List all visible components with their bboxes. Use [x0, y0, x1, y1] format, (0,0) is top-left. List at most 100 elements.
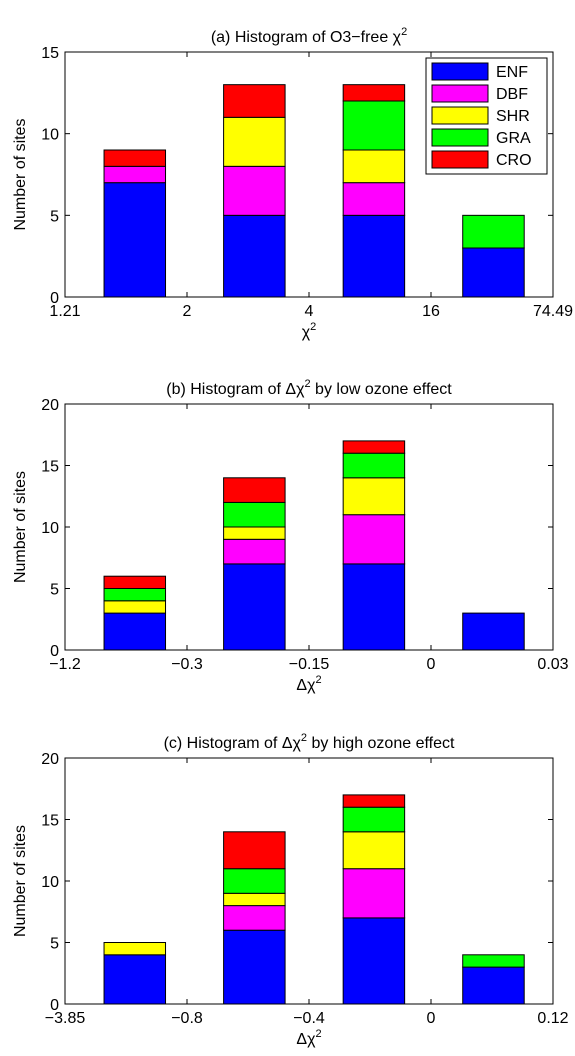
- bar-shr-bin-3: [342, 477, 406, 516]
- bar-shr-bin-1: [103, 942, 167, 956]
- y-tick-label: 5: [50, 936, 59, 953]
- chart-panel-b: 0 5 10 15 20 −1.2 −0.3 −0.15 0 0.03 (b) Histogram …: [12, 378, 569, 694]
- bar-enf-bin-4: [462, 966, 525, 1005]
- bar-dbf-bin-3: [342, 868, 406, 919]
- bar-dbf-bin-2: [223, 905, 286, 931]
- x-tick-label: 0: [427, 656, 436, 673]
- bar-cro-bin-3: [342, 440, 406, 454]
- x-tick-label: 0.12: [537, 1010, 568, 1027]
- y-axis-label: Number of sites: [12, 471, 29, 583]
- bar-enf-bin-2: [223, 214, 286, 298]
- x-tick-label: 74.49: [533, 303, 573, 320]
- x-tick-label: 0: [427, 1010, 436, 1027]
- bar-enf-bin-4: [462, 612, 525, 651]
- bar-gra-bin-3: [342, 806, 406, 833]
- legend-label-enf: ENF: [496, 64, 528, 81]
- bar-cro-bin-1: [103, 575, 167, 590]
- bar-gra-bin-2: [223, 501, 286, 528]
- x-tick-label: 4: [305, 303, 314, 320]
- legend-label-gra: GRA: [496, 130, 531, 147]
- bar-cro-bin-1: [103, 149, 167, 167]
- bar-dbf-bin-1: [103, 165, 167, 184]
- x-tick-label: −0.4: [293, 1010, 325, 1027]
- x-tick-label: −3.85: [45, 1010, 86, 1027]
- y-tick-label: 10: [41, 520, 59, 537]
- y-tick-label: 0: [50, 643, 59, 660]
- legend-swatch-cro: [431, 150, 489, 169]
- bar-enf-bin-2: [223, 563, 286, 651]
- x-tick-label: −1.2: [49, 656, 81, 673]
- y-tick-label: 10: [41, 127, 59, 144]
- chart-panel-c: 0 5 10 15 20 −3.85 −0.8 −0.4 0 0.12 (c) Histogram …: [12, 732, 569, 1048]
- bar-gra-bin-1: [103, 588, 167, 602]
- y-tick-label: 20: [41, 751, 59, 768]
- legend-swatch-shr: [431, 106, 489, 125]
- chart-title: (c) Histogram of Δχ2 by high ozone effec…: [164, 732, 455, 752]
- legend-label-shr: SHR: [496, 108, 530, 125]
- x-tick-label: −0.15: [289, 656, 330, 673]
- y-tick-label: 15: [41, 813, 59, 830]
- bar-gra-bin-4: [462, 954, 525, 968]
- bar-shr-bin-1: [103, 600, 167, 614]
- bar-shr-bin-3: [342, 831, 406, 870]
- bar-enf-bin-2: [223, 929, 286, 1005]
- x-axis-label: Δχ2: [296, 674, 321, 694]
- chart-title: (a) Histogram of O3−free χ2: [211, 26, 407, 46]
- x-tick-label: 2: [183, 303, 192, 320]
- x-tick-label: −0.3: [171, 656, 203, 673]
- bar-enf-bin-1: [103, 612, 167, 651]
- x-axis-label: χ2: [302, 321, 317, 341]
- title-text: (c) Histogram of: [164, 735, 282, 752]
- title-text: (a) Histogram of O3−free: [211, 29, 393, 46]
- bar-cro-bin-2: [223, 831, 286, 870]
- bar-enf-bin-3: [342, 917, 406, 1005]
- title-symbol: Δχ: [285, 381, 305, 398]
- bar-shr-bin-2: [223, 892, 286, 907]
- legend-label-dbf: DBF: [496, 86, 528, 103]
- x-label-superscript: 2: [310, 321, 316, 333]
- x-label-superscript: 2: [315, 674, 321, 686]
- bar-shr-bin-2: [223, 526, 286, 540]
- legend-swatch-dbf: [431, 84, 489, 103]
- bar-enf-bin-1: [103, 954, 167, 1005]
- x-tick-label: −0.8: [171, 1010, 203, 1027]
- legend-label-cro: CRO: [496, 152, 532, 169]
- legend-swatch-enf: [431, 62, 489, 81]
- bar-enf-bin-4: [462, 247, 525, 298]
- chart-title: (b) Histogram of Δχ2 by low ozone effect: [166, 378, 452, 398]
- y-tick-label: 15: [41, 45, 59, 62]
- bar-enf-bin-3: [342, 214, 406, 298]
- legend-swatch-gra: [431, 128, 489, 147]
- title-symbol: Δχ: [282, 735, 302, 752]
- x-tick-label: 16: [422, 303, 440, 320]
- y-tick-label: 5: [50, 208, 59, 225]
- title-superscript: 2: [401, 26, 407, 38]
- bar-shr-bin-3: [342, 149, 406, 184]
- bar-gra-bin-4: [462, 214, 525, 249]
- y-tick-label: 0: [50, 290, 59, 307]
- x-label-superscript: 2: [315, 1028, 321, 1040]
- x-label-symbol: Δχ: [296, 677, 316, 694]
- y-axis-label: Number of sites: [12, 825, 29, 937]
- bar-enf-bin-1: [103, 182, 167, 298]
- bar-dbf-bin-3: [342, 182, 406, 216]
- x-tick-label: 1.21: [49, 303, 80, 320]
- title-tail: by low ozone effect: [311, 381, 453, 398]
- title-superscript: 2: [304, 378, 310, 390]
- title-superscript: 2: [301, 732, 307, 744]
- y-tick-label: 10: [41, 874, 59, 891]
- bar-gra-bin-3: [342, 100, 406, 151]
- title-symbol: χ: [393, 29, 402, 46]
- legend: ENF DBF SHR GRA CRO: [425, 57, 548, 175]
- title-text: (b) Histogram of: [166, 381, 285, 398]
- y-tick-label: 5: [50, 582, 59, 599]
- bar-gra-bin-3: [342, 452, 406, 479]
- bar-cro-bin-2: [223, 84, 286, 118]
- title-tail: by high ozone effect: [307, 735, 455, 752]
- bar-cro-bin-3: [342, 84, 406, 102]
- x-label-symbol: Δχ: [296, 1031, 316, 1048]
- bar-cro-bin-2: [223, 477, 286, 503]
- y-tick-label: 20: [41, 397, 59, 414]
